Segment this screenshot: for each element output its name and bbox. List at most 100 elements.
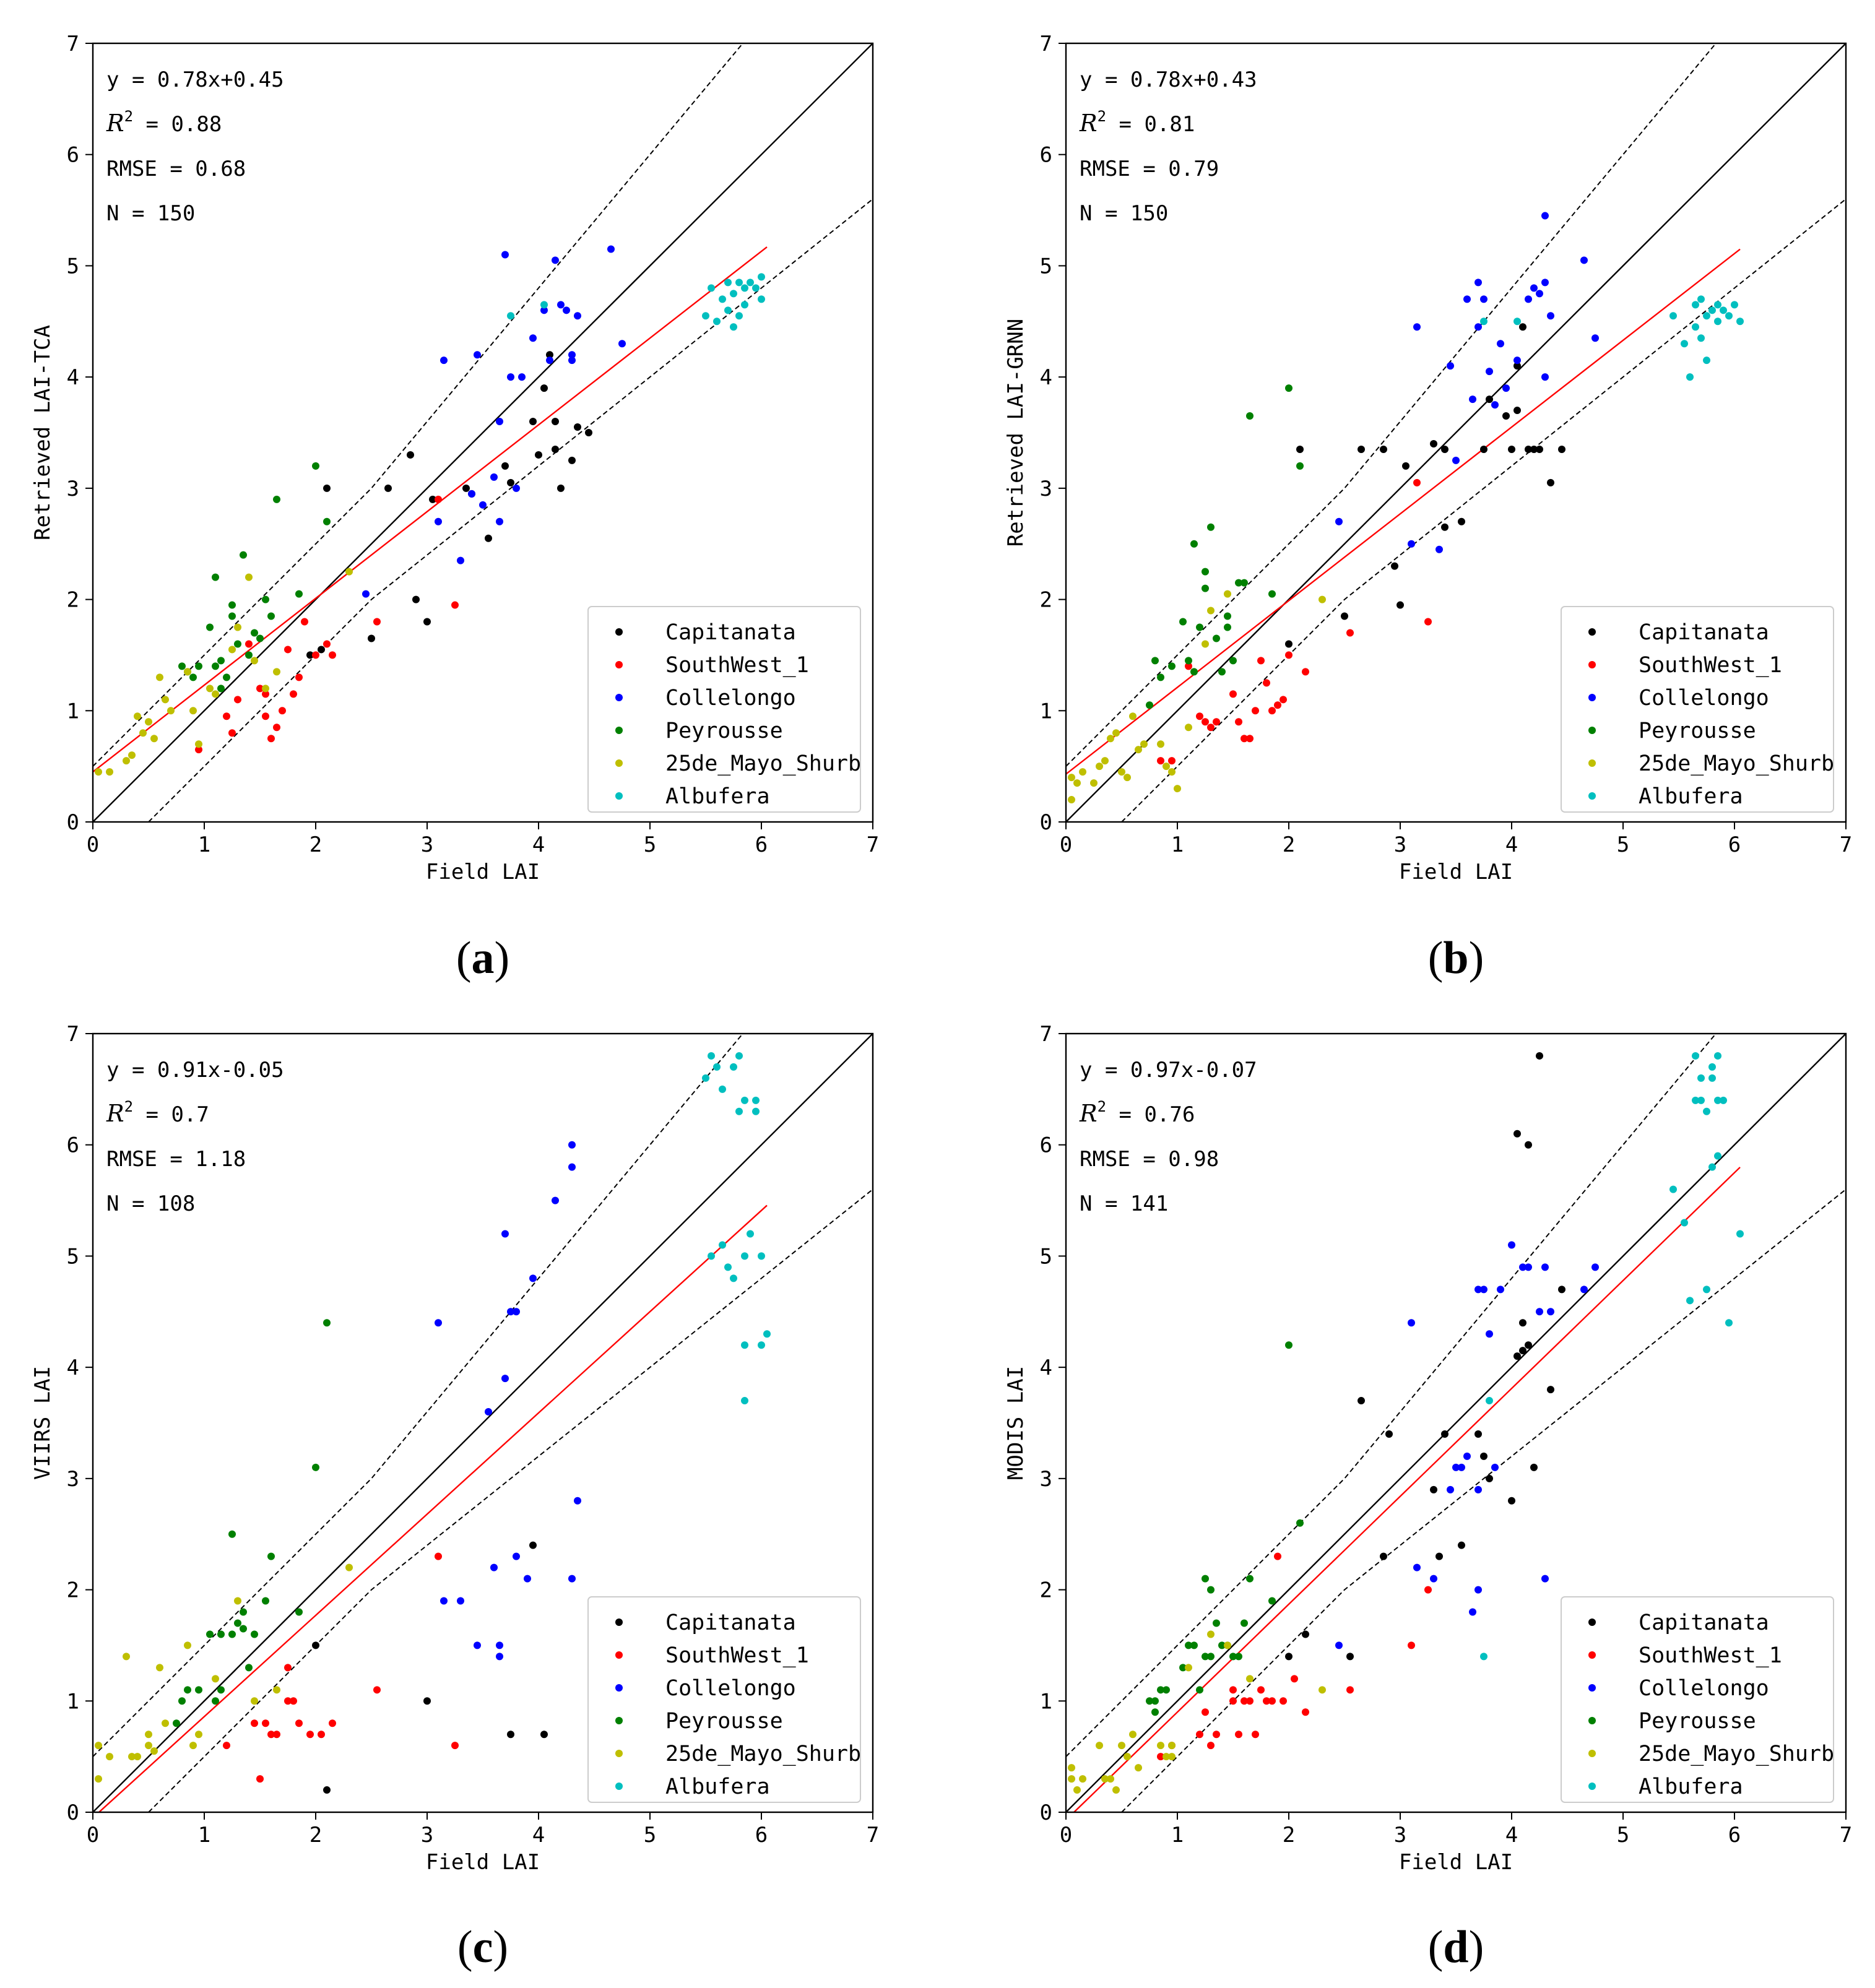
r-squared-value: = 0.88 — [133, 112, 222, 137]
data-point — [1207, 1742, 1215, 1750]
data-point — [195, 746, 202, 754]
data-point — [552, 418, 559, 426]
data-point — [245, 640, 253, 648]
data-point — [490, 473, 498, 481]
regression-equation: y = 0.78x+0.43 — [1080, 67, 1257, 92]
data-point — [1380, 1552, 1387, 1560]
data-point — [1480, 1286, 1487, 1294]
data-point — [1246, 1575, 1254, 1583]
legend-entry: 25de_Mayo_Shurb — [665, 1742, 861, 1766]
data-point — [206, 1630, 214, 1638]
data-point — [529, 1541, 537, 1549]
upper-error-bound — [1066, 43, 1717, 767]
legend-marker — [1588, 694, 1596, 701]
x-tick-label: 6 — [755, 832, 768, 857]
data-point — [1285, 1341, 1293, 1349]
data-point — [301, 618, 308, 626]
rmse-text: RMSE = 0.68 — [106, 157, 246, 181]
plot-frame — [92, 1032, 874, 1813]
x-tick-label: 7 — [1840, 1823, 1852, 1848]
x-tick-label: 4 — [1505, 832, 1518, 857]
series-Capitanata — [306, 351, 592, 659]
data-point — [1285, 1653, 1293, 1661]
data-point — [1274, 1552, 1281, 1560]
data-point — [228, 1530, 236, 1538]
y-tick-label: 3 — [1040, 477, 1052, 501]
data-point — [1129, 712, 1137, 720]
data-point — [1241, 1697, 1248, 1705]
y-tick-label: 7 — [1040, 32, 1052, 56]
data-point — [496, 1641, 503, 1649]
panel-b: 0 1 2 3 4 5 6 7 0 1 2 3 4 5 6 7 Field LAI Retrieved LAI-G… — [1003, 32, 1852, 983]
data-point — [1469, 395, 1476, 404]
data-point — [741, 1252, 748, 1260]
data-point — [568, 357, 576, 365]
panel-letter: d — [1443, 1922, 1468, 1973]
data-point — [730, 1274, 737, 1282]
legend: Capitanata SouthWest_1 Collelongo Peyrousse… — [1561, 606, 1834, 813]
x-tick-label: 6 — [1728, 1823, 1741, 1848]
data-point — [1736, 318, 1744, 326]
data-point — [373, 618, 381, 626]
data-point — [1486, 1330, 1493, 1338]
data-point — [251, 1719, 258, 1727]
y-tick-label: 7 — [67, 32, 79, 56]
one-to-one-line — [1066, 1034, 1846, 1812]
panel-a: 0 1 2 3 4 5 6 7 0 1 2 3 4 5 6 7 Field LAI Retrieved LAI-T… — [30, 32, 879, 983]
upper-error-bound — [93, 1034, 744, 1757]
data-point — [1252, 1731, 1259, 1739]
r-squared-exponent: 2 — [124, 108, 133, 125]
x-tick-label: 1 — [198, 832, 210, 857]
data-point — [1686, 1297, 1694, 1305]
data-point — [295, 673, 303, 681]
data-point — [284, 646, 292, 654]
data-point — [1268, 590, 1276, 598]
data-point — [1480, 1452, 1487, 1460]
data-point — [1714, 1152, 1721, 1160]
data-point — [507, 1731, 514, 1739]
x-tick-label: 7 — [867, 1823, 879, 1848]
data-point — [1235, 579, 1242, 587]
data-point — [178, 1697, 186, 1705]
x-tick-label: 5 — [644, 832, 656, 857]
y-tick-label: 4 — [1040, 1355, 1052, 1380]
y-tick-label: 5 — [1040, 1244, 1052, 1269]
data-point — [1346, 1686, 1354, 1694]
data-point — [1591, 1263, 1599, 1271]
data-point — [1508, 1497, 1515, 1505]
data-point — [228, 612, 236, 620]
data-point — [451, 601, 459, 609]
data-point — [1090, 779, 1098, 787]
data-point — [1341, 612, 1348, 620]
data-point — [162, 1719, 169, 1727]
regression-line — [98, 1204, 768, 1812]
data-point — [440, 357, 448, 365]
data-point — [1714, 301, 1721, 309]
data-point — [1491, 1463, 1499, 1471]
plot-frame — [1065, 1032, 1847, 1813]
data-point — [1246, 735, 1254, 743]
data-point — [1525, 1341, 1532, 1349]
data-point — [741, 284, 748, 292]
r-squared-value: = 0.76 — [1106, 1102, 1195, 1127]
data-point — [747, 279, 754, 287]
y-tick-label: 0 — [67, 810, 79, 835]
y-tick-label: 1 — [1040, 1689, 1052, 1714]
data-point — [290, 690, 297, 698]
data-point — [1229, 1653, 1237, 1661]
data-point — [1213, 718, 1220, 726]
data-point — [568, 1141, 576, 1149]
y-tick-label: 1 — [67, 699, 79, 724]
data-point — [206, 685, 214, 693]
x-tick-label: 7 — [867, 832, 879, 857]
data-point — [273, 668, 280, 676]
data-point — [1196, 1686, 1203, 1694]
r-squared: R2 = 0.88 — [106, 108, 222, 137]
data-point — [1474, 323, 1482, 331]
data-point — [540, 306, 548, 314]
data-point — [1168, 757, 1176, 765]
y-tick-label: 4 — [67, 1355, 79, 1380]
legend-marker — [1588, 727, 1596, 734]
data-point — [1513, 362, 1521, 370]
data-point — [1185, 662, 1192, 670]
